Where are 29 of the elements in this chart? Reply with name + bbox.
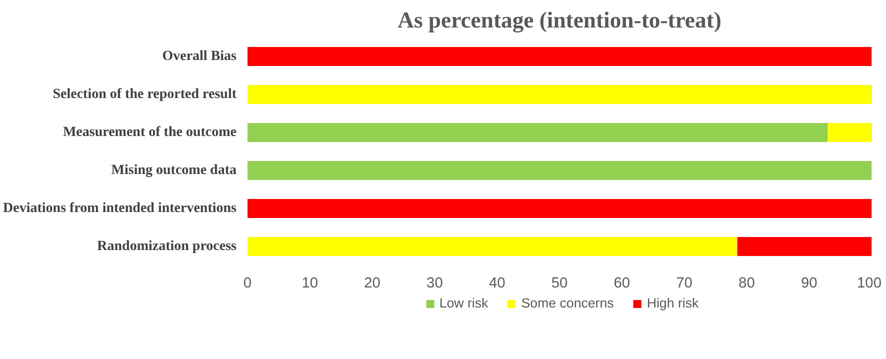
bar [248, 47, 872, 66]
bar [248, 85, 872, 104]
x-tick-label: 80 [738, 276, 755, 292]
y-tick-label: Deviations from intended interventions [3, 201, 238, 216]
x-tick-label: 50 [551, 276, 568, 292]
bar [737, 237, 872, 256]
legend-label: Some concerns [521, 296, 614, 310]
x-tick-label: 20 [364, 276, 380, 292]
x-tick-label: 60 [614, 276, 630, 292]
bar [248, 123, 828, 142]
x-tick-label: 30 [426, 276, 443, 292]
x-tick-label: 10 [302, 276, 318, 292]
y-tick-label: Overall Bias [162, 49, 238, 64]
legend-label: Low risk [439, 296, 488, 310]
bar [248, 237, 738, 256]
bar [248, 199, 872, 218]
x-tick-label: 70 [676, 276, 692, 292]
y-tick-label: Measurement of the outcome [62, 125, 237, 140]
bar [828, 123, 872, 142]
bar [248, 161, 872, 180]
x-tick-label: 90 [800, 276, 818, 292]
legend-label: High risk [646, 296, 699, 310]
y-tick-label: Mising outcome data [111, 163, 237, 178]
y-tick-label: Randomization process [97, 239, 238, 254]
x-tick-label: 0 [243, 276, 252, 292]
chart-title: As percentage (intention-to-treat) [398, 8, 722, 32]
x-tick-label: 40 [488, 276, 506, 292]
y-tick-label: Selection of the reported result [52, 87, 237, 102]
x-tick-label: 100 [857, 276, 882, 292]
